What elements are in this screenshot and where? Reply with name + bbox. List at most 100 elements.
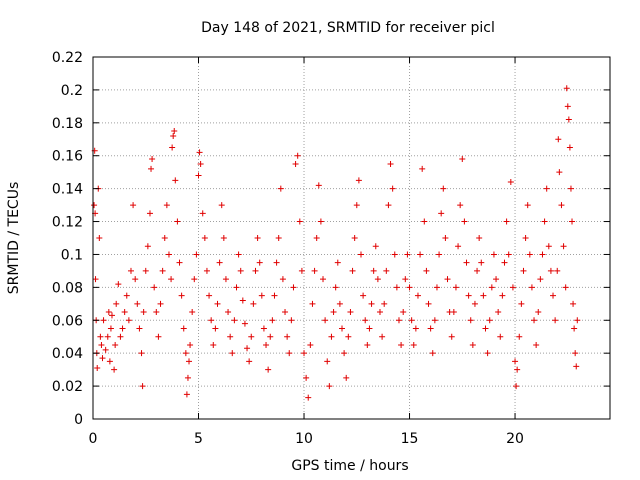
y-tick-label: 0.22 xyxy=(52,50,83,66)
data-point xyxy=(571,325,578,332)
data-point xyxy=(201,235,208,241)
data-point xyxy=(552,317,559,324)
data-point xyxy=(157,300,164,307)
data-point xyxy=(174,218,181,225)
data-point xyxy=(326,383,333,390)
data-point xyxy=(208,317,215,324)
data-point xyxy=(471,300,478,307)
data-point xyxy=(490,251,497,258)
data-point xyxy=(121,309,128,316)
y-tick-label: 0.04 xyxy=(52,346,83,362)
data-point xyxy=(227,333,234,340)
data-point xyxy=(130,202,137,209)
y-tick-label: 0.12 xyxy=(52,215,83,231)
data-point xyxy=(526,251,533,258)
data-point xyxy=(334,259,341,266)
data-point xyxy=(172,177,179,184)
data-point xyxy=(138,350,145,357)
data-point xyxy=(404,251,411,258)
data-point xyxy=(144,243,151,250)
data-point xyxy=(212,325,219,332)
data-point xyxy=(186,358,193,365)
data-point xyxy=(455,243,462,250)
data-point xyxy=(237,267,244,274)
data-point xyxy=(307,341,314,348)
data-point xyxy=(379,333,386,340)
data-point xyxy=(92,276,99,283)
data-point xyxy=(169,144,176,151)
y-tick-label: 0.14 xyxy=(52,182,83,198)
data-point xyxy=(509,284,516,291)
data-point xyxy=(565,116,572,123)
data-point xyxy=(400,309,407,316)
data-point xyxy=(448,333,455,340)
data-point xyxy=(195,172,202,179)
data-point xyxy=(161,235,168,241)
data-point xyxy=(497,333,504,340)
data-point xyxy=(292,160,299,167)
data-point xyxy=(423,267,430,274)
data-point xyxy=(417,251,424,258)
data-point xyxy=(533,341,540,348)
data-point xyxy=(425,300,432,307)
data-point xyxy=(332,284,339,291)
data-point xyxy=(96,235,103,241)
data-point xyxy=(301,350,308,357)
y-tick-label: 0.2 xyxy=(61,83,83,99)
data-point xyxy=(265,366,272,373)
data-point xyxy=(220,235,227,241)
data-point xyxy=(189,309,196,316)
data-point xyxy=(412,325,419,332)
data-point xyxy=(229,350,236,357)
data-point xyxy=(284,333,291,340)
y-tick-label: 0 xyxy=(74,412,83,428)
data-point xyxy=(171,128,178,135)
x-axis-label: GPS time / hours xyxy=(291,458,408,474)
data-point xyxy=(372,243,379,250)
data-point xyxy=(123,292,130,299)
data-point xyxy=(98,341,105,348)
data-point xyxy=(102,346,109,353)
data-point xyxy=(353,202,360,209)
data-point xyxy=(286,350,293,357)
data-point xyxy=(100,317,107,324)
data-point xyxy=(461,218,468,225)
data-point xyxy=(516,333,523,340)
data-point xyxy=(495,309,502,316)
data-point xyxy=(351,235,358,241)
data-point xyxy=(311,267,318,274)
data-point xyxy=(499,292,506,299)
data-point xyxy=(486,317,493,324)
data-point xyxy=(436,251,443,258)
y-tick-label: 0.16 xyxy=(52,149,83,165)
data-point xyxy=(153,309,160,316)
data-point xyxy=(91,202,98,209)
data-point xyxy=(465,292,472,299)
data-point xyxy=(182,350,189,357)
data-point xyxy=(313,235,320,241)
data-point xyxy=(196,149,203,156)
data-point xyxy=(165,251,172,258)
data-point xyxy=(178,292,185,299)
data-point xyxy=(406,284,413,291)
y-axis-label: SRMTID / TECUs xyxy=(6,182,22,295)
data-point xyxy=(381,300,388,307)
x-tick-label: 20 xyxy=(506,431,524,447)
data-point xyxy=(197,160,204,167)
data-point xyxy=(438,210,445,217)
data-point xyxy=(474,267,481,274)
data-point xyxy=(315,182,322,189)
data-point xyxy=(149,156,156,163)
data-point xyxy=(408,317,415,324)
data-point xyxy=(246,358,253,365)
y-tick-label: 0.06 xyxy=(52,313,83,329)
x-tick-label: 5 xyxy=(194,431,203,447)
y-tick-label: 0.08 xyxy=(52,280,83,296)
data-point xyxy=(317,218,324,225)
data-point xyxy=(566,144,573,151)
data-point xyxy=(535,309,542,316)
data-point xyxy=(556,169,563,176)
data-point xyxy=(282,309,289,316)
data-point xyxy=(244,345,251,352)
